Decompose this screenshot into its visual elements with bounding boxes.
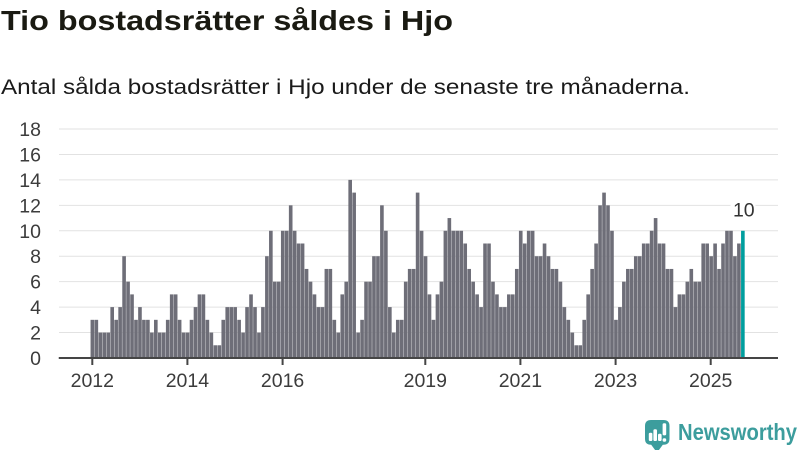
svg-text:2016: 2016 bbox=[261, 370, 304, 392]
svg-text:2021: 2021 bbox=[499, 370, 542, 392]
svg-text:12: 12 bbox=[19, 195, 41, 217]
svg-text:14: 14 bbox=[19, 170, 41, 192]
svg-text:2: 2 bbox=[30, 323, 41, 345]
svg-text:4: 4 bbox=[30, 297, 41, 319]
svg-text:Tio bostadsrätter såldes i Hjo: Tio bostadsrätter såldes i Hjo bbox=[1, 5, 453, 36]
svg-text:0: 0 bbox=[30, 348, 41, 370]
svg-text:Antal sålda bostadsrätter i Hj: Antal sålda bostadsrätter i Hjo under de… bbox=[1, 76, 690, 99]
svg-text:2012: 2012 bbox=[71, 370, 114, 392]
svg-text:10: 10 bbox=[733, 200, 755, 222]
svg-text:2019: 2019 bbox=[404, 370, 447, 392]
svg-text:10: 10 bbox=[19, 221, 41, 243]
svg-text:2023: 2023 bbox=[594, 370, 637, 392]
svg-text:Newsworthy: Newsworthy bbox=[678, 419, 797, 445]
svg-text:2025: 2025 bbox=[689, 370, 733, 392]
svg-text:6: 6 bbox=[30, 272, 41, 294]
svg-text:18: 18 bbox=[19, 119, 41, 141]
svg-text:2014: 2014 bbox=[166, 370, 210, 392]
svg-text:16: 16 bbox=[19, 144, 41, 166]
svg-text:8: 8 bbox=[30, 246, 41, 268]
